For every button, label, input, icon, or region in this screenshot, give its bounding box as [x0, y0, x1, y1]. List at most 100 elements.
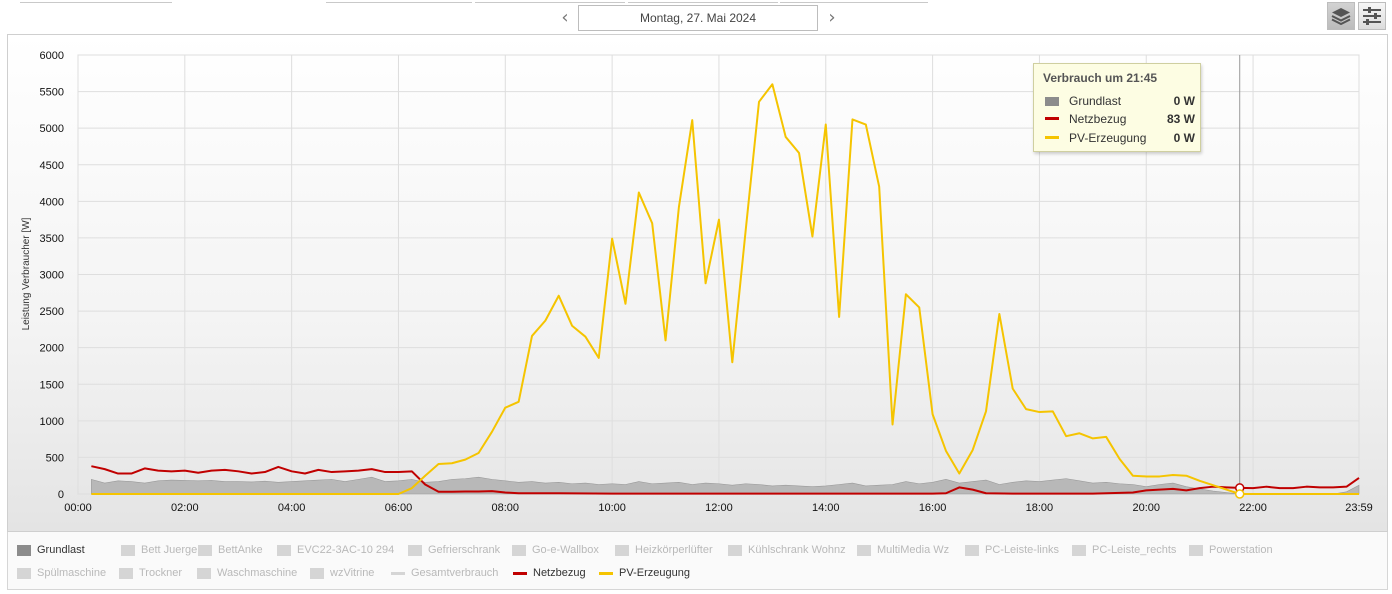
tab-edge[interactable] — [475, 0, 625, 3]
tooltip-value: 0 W — [1173, 94, 1195, 108]
x-tick-label: 10:00 — [598, 502, 626, 514]
stack-mode-button[interactable] — [1327, 2, 1355, 30]
legend-swatch — [1189, 544, 1203, 556]
x-tick-label: 12:00 — [705, 502, 733, 514]
y-tick-label: 2500 — [40, 306, 64, 318]
y-tick-label: 5000 — [40, 123, 64, 135]
x-tick-label: 14:00 — [812, 502, 840, 514]
legend-label: Powerstation — [1209, 544, 1273, 556]
layers-icon — [1331, 8, 1351, 26]
legend-swatch — [512, 544, 526, 556]
x-axis-ticks: 00:00 02:00 04:00 06:00 08:00 10:00 12:00 14:00… — [64, 502, 1373, 514]
marker-pv-erzeugung — [1234, 489, 1245, 499]
legend-item[interactable]: Spülmaschine — [17, 566, 106, 580]
chart-legend: Grundlast Bett Juergen BettAnke EVC22-3AC-1… — [7, 532, 1388, 590]
x-tick-label: 23:59 — [1345, 502, 1373, 514]
legend-label: PC-Leiste-links — [985, 544, 1059, 556]
legend-item[interactable]: Grundlast — [17, 543, 85, 557]
legend-label: MultiMedia Wz — [877, 544, 950, 556]
tooltip-swatch — [1045, 97, 1059, 106]
legend-label: Heizkörperlüfter — [635, 544, 713, 556]
chevron-left-icon[interactable]: ‹ — [561, 7, 569, 28]
legend-swatch — [408, 544, 422, 556]
x-tick-label: 18:00 — [1026, 502, 1054, 514]
legend-item[interactable]: Go-e-Wallbox — [512, 543, 599, 557]
x-tick-label: 06:00 — [385, 502, 413, 514]
legend-item[interactable]: PC-Leiste_rechts — [1072, 543, 1176, 557]
crosshair — [1234, 55, 1245, 499]
legend-label: Netzbezug — [533, 567, 586, 579]
tooltip-swatch — [1045, 117, 1059, 120]
x-tick-label: 22:00 — [1239, 502, 1267, 514]
legend-swatch — [198, 544, 212, 556]
legend-item[interactable]: Kühlschrank Wohnz — [728, 543, 846, 557]
legend-swatch — [615, 544, 629, 556]
hover-tooltip: Verbrauch um 21:45 Grundlast 0 W Netzbez… — [1033, 63, 1201, 152]
y-tick-label: 4000 — [40, 196, 64, 208]
y-tick-label: 1000 — [40, 416, 64, 428]
tooltip-row-netzbezug: Netzbezug 83 W — [1045, 111, 1195, 127]
tab-edge[interactable] — [20, 0, 172, 3]
legend-item[interactable]: PV-Erzeugung — [599, 566, 690, 580]
y-tick-label: 3000 — [40, 270, 64, 282]
legend-swatch — [965, 544, 979, 556]
y-tick-label: 4500 — [40, 160, 64, 172]
chart-settings-button[interactable] — [1358, 2, 1386, 30]
legend-swatch — [119, 567, 133, 579]
tab-edge[interactable] — [780, 0, 928, 3]
legend-swatch — [1072, 544, 1086, 556]
legend-label: Gefrierschrank — [428, 544, 501, 556]
legend-item[interactable]: Powerstation — [1189, 543, 1273, 557]
legend-swatch — [513, 571, 527, 575]
legend-swatch — [599, 571, 613, 575]
legend-label: Spülmaschine — [37, 567, 107, 579]
legend-item[interactable]: Bett Juergen — [121, 543, 203, 557]
legend-item[interactable]: Netzbezug — [513, 566, 586, 580]
date-display[interactable]: Montag, 27. Mai 2024 — [578, 5, 818, 31]
legend-label: EVC22-3AC-10 294 — [297, 544, 395, 556]
legend-item[interactable]: wzVitrine — [310, 566, 374, 580]
tooltip-label: Grundlast — [1069, 94, 1122, 108]
tooltip-value: 83 W — [1166, 112, 1195, 126]
legend-label: Trockner — [139, 567, 182, 579]
legend-item[interactable]: Trockner — [119, 566, 182, 580]
y-tick-label: 3500 — [40, 233, 64, 245]
legend-swatch — [17, 567, 31, 579]
y-tick-label: 6000 — [40, 50, 64, 62]
y-tick-label: 500 — [46, 452, 64, 464]
legend-swatch — [277, 544, 291, 556]
x-tick-label: 02:00 — [171, 502, 199, 514]
legend-swatch — [121, 544, 135, 556]
legend-label: PC-Leiste_rechts — [1092, 544, 1177, 556]
legend-label: Grundlast — [37, 544, 85, 556]
legend-label: Kühlschrank Wohnz — [748, 544, 846, 556]
legend-item[interactable]: BettAnke — [198, 543, 263, 557]
tooltip-label: PV-Erzeugung — [1069, 131, 1147, 145]
legend-label: Bett Juergen — [141, 544, 204, 556]
chevron-right-icon[interactable]: › — [828, 7, 836, 28]
x-tick-label: 00:00 — [64, 502, 92, 514]
legend-item[interactable]: Waschmaschine — [197, 566, 297, 580]
tab-edge[interactable] — [628, 0, 778, 3]
tab-edge[interactable] — [326, 0, 472, 3]
area-series — [91, 476, 1360, 495]
legend-item[interactable]: Heizkörperlüfter — [615, 543, 713, 557]
legend-item[interactable]: Gesamtverbrauch — [391, 566, 498, 580]
tooltip-label: Netzbezug — [1069, 112, 1127, 126]
legend-swatch — [391, 571, 405, 575]
legend-swatch — [310, 567, 324, 579]
tooltip-row-grundlast: Grundlast 0 W — [1045, 93, 1195, 109]
legend-item[interactable]: Gefrierschrank — [408, 543, 500, 557]
x-tick-label: 16:00 — [919, 502, 947, 514]
x-tick-label: 04:00 — [278, 502, 306, 514]
legend-item[interactable]: EVC22-3AC-10 294 — [277, 543, 394, 557]
power-chart[interactable]: 0 500 1000 1500 2000 2500 3000 3500 4000 4500 5000… — [0, 0, 1392, 532]
legend-item[interactable]: MultiMedia Wz — [857, 543, 949, 557]
legend-label: BettAnke — [218, 544, 263, 556]
y-tick-label: 0 — [58, 489, 64, 501]
x-tick-label: 08:00 — [492, 502, 520, 514]
legend-label: Go-e-Wallbox — [532, 544, 599, 556]
series-grundlast — [91, 476, 1360, 495]
tooltip-row-pv: PV-Erzeugung 0 W — [1045, 130, 1195, 146]
legend-item[interactable]: PC-Leiste-links — [965, 543, 1059, 557]
